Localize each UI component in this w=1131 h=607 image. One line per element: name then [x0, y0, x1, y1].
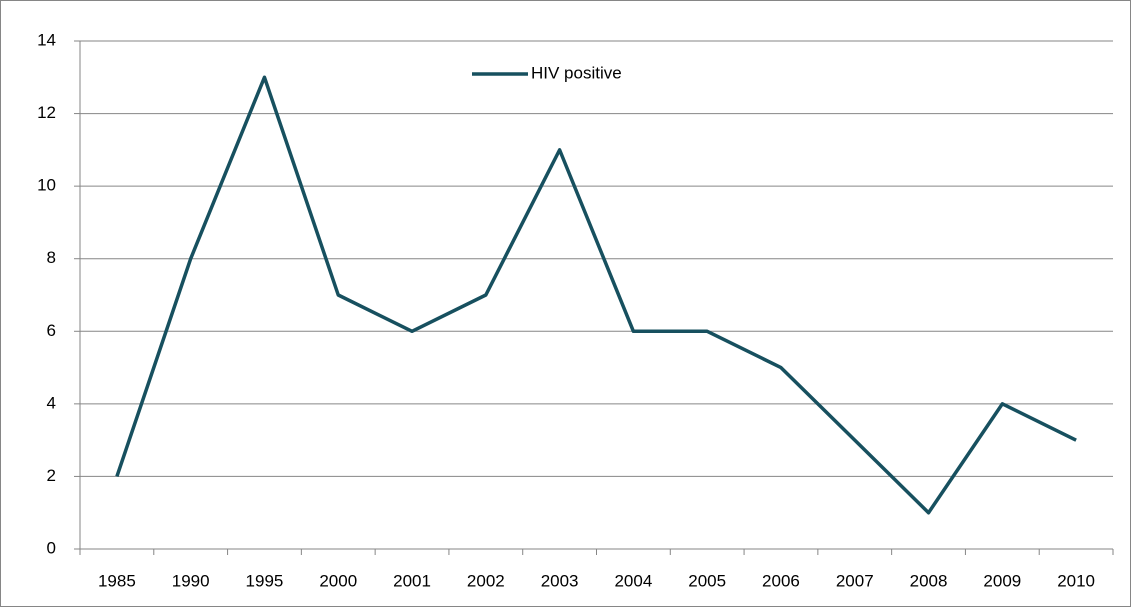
y-tick-label: 8 [47, 248, 56, 267]
x-tick-label: 2005 [688, 571, 726, 590]
y-tick-label: 12 [37, 103, 56, 122]
x-tick-label: 1985 [98, 571, 136, 590]
x-tick-label: 2000 [319, 571, 357, 590]
legend-label: HIV positive [531, 63, 622, 82]
x-tick-label: 2001 [393, 571, 431, 590]
x-tick-label: 1995 [246, 571, 284, 590]
data-line [115, 75, 1077, 515]
y-tick-label: 2 [47, 466, 56, 485]
x-tick-label: 2002 [467, 571, 505, 590]
x-tick-label: 1990 [172, 571, 210, 590]
x-tick-label: 2006 [762, 571, 800, 590]
x-tick-label: 2004 [614, 571, 652, 590]
y-tick-label: 10 [37, 176, 56, 195]
x-tick-label: 2009 [983, 571, 1021, 590]
y-tick-label: 6 [47, 321, 56, 340]
x-tick-label: 2007 [836, 571, 874, 590]
x-tick-label: 2003 [541, 571, 579, 590]
x-tick-label: 2008 [910, 571, 948, 590]
x-tick-label: 2010 [1057, 571, 1095, 590]
y-tick-label: 14 [37, 30, 56, 49]
y-tick-label: 0 [47, 538, 56, 557]
y-tick-label: 4 [47, 393, 56, 412]
